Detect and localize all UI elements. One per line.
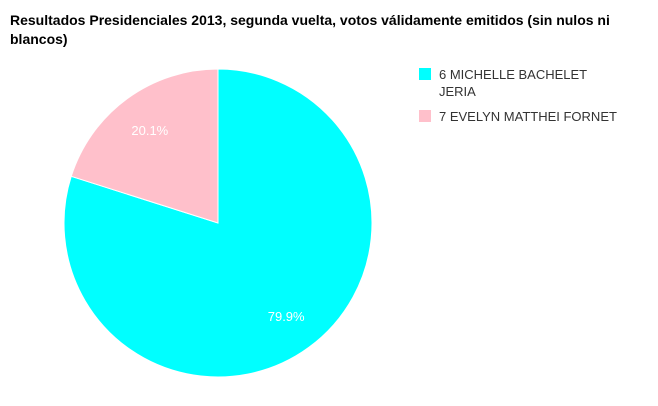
legend-swatch-bachelet: [419, 68, 431, 80]
legend-item-matthei[interactable]: 7 EVELYN MATTHEI FORNET: [419, 108, 619, 125]
legend-label-bachelet: 6 MICHELLE BACHELET JERIA: [439, 67, 587, 99]
chart-title: Resultados Presidenciales 2013, segunda …: [10, 12, 610, 47]
legend-swatch-matthei: [419, 110, 431, 122]
slice-label-bachelet: 79.9%: [268, 309, 305, 324]
legend-label-matthei: 7 EVELYN MATTHEI FORNET: [439, 109, 617, 124]
legend: 6 MICHELLE BACHELET JERIA 7 EVELYN MATTH…: [419, 66, 619, 133]
slice-label-matthei: 20.1%: [131, 123, 168, 138]
legend-item-bachelet[interactable]: 6 MICHELLE BACHELET JERIA: [419, 66, 619, 100]
pie-slice-matthei[interactable]: [70, 68, 219, 224]
